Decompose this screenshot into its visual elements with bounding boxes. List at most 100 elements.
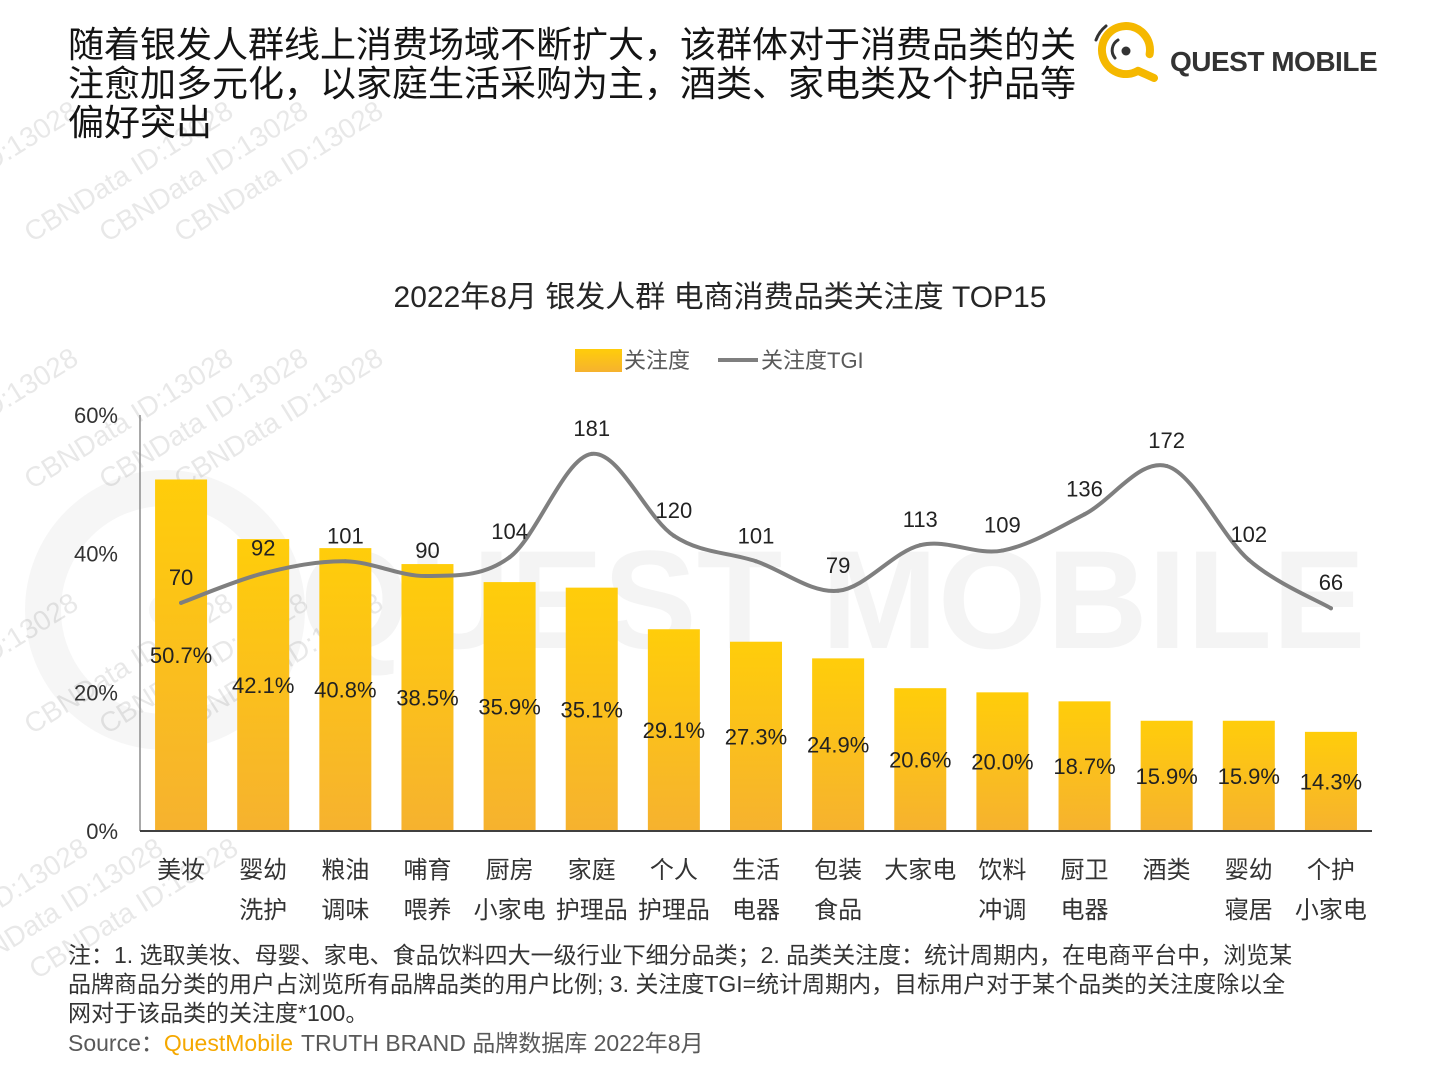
source-label: Source： — [68, 1030, 164, 1056]
bar-5 — [483, 582, 536, 831]
tgi-value-label: 102 — [1230, 522, 1267, 547]
tgi-point-11 — [1000, 548, 1005, 553]
tgi-value-label: 70 — [169, 565, 193, 590]
x-tick-label: 包装 — [814, 857, 862, 884]
headline-line: 随着银发人群线上消费场域不断扩大，该群体对于消费品类的关 — [68, 24, 1077, 65]
bar-value-label: 15.9% — [1135, 764, 1197, 789]
bar-value-label: 50.7% — [150, 643, 212, 668]
x-tick-label: 婴幼 — [239, 857, 287, 884]
x-tick-label: 寝居 — [1225, 897, 1273, 924]
tgi-value-label: 136 — [1066, 476, 1103, 501]
tgi-value-label: 66 — [1319, 570, 1343, 595]
x-tick-label: 美妆 — [157, 857, 205, 884]
tgi-value-label: 181 — [573, 416, 610, 441]
chart-legend: 关注度 关注度TGI — [0, 344, 1440, 378]
brand-logo-text: QUEST MOBILE — [1170, 46, 1378, 77]
tgi-point-9 — [836, 588, 841, 593]
bar-12 — [1058, 701, 1111, 831]
x-tick-label: 洗护 — [239, 897, 287, 924]
bar-10 — [894, 688, 947, 831]
tgi-value-label: 104 — [491, 519, 528, 544]
bar-2 — [237, 539, 290, 831]
x-tick-label: 婴幼 — [1225, 857, 1273, 884]
tgi-value-label: 120 — [656, 498, 693, 523]
slide-headline: 随着银发人群线上消费场域不断扩大，该群体对于消费品类的关 注愈加多元化，以家庭生… — [68, 25, 1076, 142]
x-tick-label: 哺育 — [403, 857, 451, 884]
x-tick-label: 个人 — [650, 857, 698, 884]
bar-value-label: 42.1% — [232, 673, 294, 698]
x-tick-label: 生活 — [732, 857, 780, 884]
bar-14 — [1222, 720, 1275, 831]
bar-value-label: 14.3% — [1300, 769, 1362, 794]
bar-3 — [319, 548, 372, 831]
x-tick-label: 小家电 — [1295, 897, 1367, 924]
x-tick-label: 大家电 — [884, 857, 956, 884]
quest-mobile-ring-icon — [1094, 22, 1158, 82]
bar-value-label: 35.1% — [561, 697, 623, 722]
tgi-value-label: 90 — [415, 538, 439, 563]
tgi-value-label: 113 — [903, 507, 938, 532]
bar-15 — [1304, 731, 1357, 831]
bar-value-label: 18.7% — [1053, 754, 1115, 779]
tgi-point-7 — [671, 533, 676, 538]
bar-value-label: 40.8% — [314, 678, 376, 703]
bar-4 — [401, 564, 454, 831]
tgi-point-5 — [507, 555, 512, 560]
tgi-value-label: 92 — [251, 535, 275, 560]
bar-7 — [647, 629, 700, 831]
source-brand: QuestMobile — [163, 1030, 293, 1056]
bar-6 — [565, 587, 618, 831]
footnote: 注：1. 选取美妆、母婴、家电、食品饮料四大一级行业下细分品类；2. 品类关注度… — [68, 941, 1292, 1028]
bar-value-label: 29.1% — [643, 718, 705, 743]
bar-value-label: 20.6% — [889, 748, 951, 773]
bar-1 — [155, 479, 208, 831]
x-tick-label: 喂养 — [403, 897, 451, 924]
source-line: Source：QuestMobile TRUTH BRAND 品牌数据库 2022… — [68, 1028, 704, 1058]
tgi-point-15 — [1328, 606, 1333, 611]
tgi-value-label: 101 — [738, 523, 775, 548]
x-tick-label: 小家电 — [474, 897, 546, 924]
brand-logo: QUEST MOBILE — [1090, 18, 1390, 90]
bar-8 — [730, 641, 782, 831]
legend-bar-swatch — [575, 349, 622, 372]
footnote-line: 注：1. 选取美妆、母婴、家电、食品饮料四大一级行业下细分品类；2. 品类关注度… — [68, 942, 1293, 968]
x-tick-label: 饮料 — [978, 857, 1026, 884]
bar-value-label: 15.9% — [1218, 764, 1280, 789]
tgi-point-10 — [918, 543, 923, 548]
y-tick-label: 40% — [74, 542, 118, 567]
x-tick-label: 电器 — [1061, 897, 1109, 924]
legend-label-attention: 关注度 — [624, 348, 691, 373]
tgi-point-8 — [754, 559, 758, 564]
tgi-point-4 — [425, 574, 430, 579]
x-tick-label: 食品 — [814, 897, 862, 924]
bar-value-label: 27.3% — [725, 724, 787, 749]
legend-label-tgi: 关注度TGI — [761, 348, 864, 373]
x-tick-label: 调味 — [321, 897, 369, 924]
tgi-point-13 — [1164, 463, 1169, 468]
x-tick-label: 酒类 — [1143, 857, 1191, 884]
legend-line-swatch — [718, 358, 758, 362]
tgi-value-label: 79 — [826, 553, 850, 578]
x-tick-label: 个护 — [1307, 857, 1355, 884]
x-tick-label: 家庭 — [568, 857, 616, 884]
tgi-value-label: 101 — [327, 523, 364, 548]
x-tick-label: 厨房 — [486, 857, 534, 884]
tgi-point-2 — [261, 571, 266, 576]
bar-9 — [812, 658, 865, 831]
bar-value-label: 38.5% — [396, 686, 458, 711]
tgi-point-6 — [589, 451, 594, 456]
footnote-line: 网对于该品类的关注度*100。 — [68, 1000, 369, 1026]
y-tick-label: 0% — [86, 819, 118, 844]
x-tick-label: 电器 — [732, 897, 780, 924]
bar-value-label: 35.9% — [478, 695, 540, 720]
attention-combo-chart: 0% 20% 40% 60% 50.7% 42.1% 40.8% 38.5% 35.9% 35.1… — [74, 403, 1372, 924]
x-tick-label: 护理品 — [638, 897, 710, 924]
bar-value-label: 20.0% — [971, 750, 1033, 775]
x-tick-label: 粮油 — [321, 857, 369, 884]
y-tick-label: 60% — [74, 403, 118, 428]
tgi-point-3 — [343, 559, 348, 564]
x-tick-label: 护理品 — [556, 897, 628, 924]
tgi-point-1 — [179, 600, 184, 605]
tgi-point-14 — [1246, 557, 1251, 562]
